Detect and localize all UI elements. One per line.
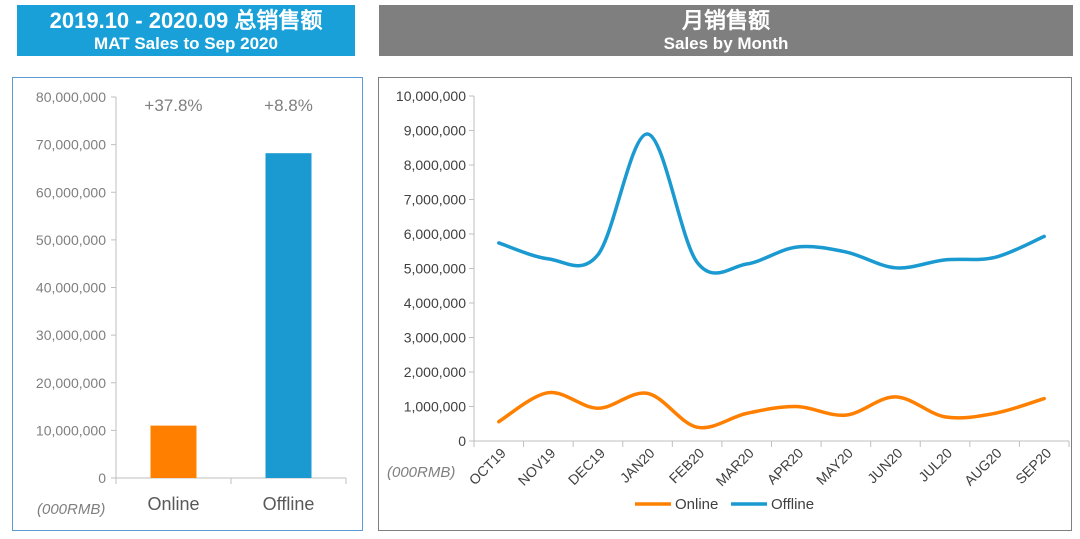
growth-annotation: +37.8% — [144, 96, 202, 115]
x-tick-label: FEB20 — [666, 445, 708, 487]
monthly-line-chart-panel: 0 1,000,000 2,000,000 3,000,000 4,000,000 5,0… — [378, 77, 1072, 531]
y-tick-label: 1,000,000 — [404, 399, 466, 415]
x-tick-label: Offline — [263, 494, 315, 514]
y-tick-label: 30,000,000 — [36, 327, 106, 343]
y-tick-label: 60,000,000 — [36, 184, 106, 200]
growth-annotation: +8.8% — [264, 96, 313, 115]
mat-sales-header: 2019.10 - 2020.09 总销售额 MAT Sales to Sep … — [17, 5, 355, 56]
y-tick-label: 70,000,000 — [36, 137, 106, 153]
x-tick-label: JUN20 — [864, 445, 906, 487]
bar-online — [150, 425, 197, 478]
x-tick-label: MAR20 — [713, 445, 757, 489]
bar-offline — [265, 153, 312, 478]
y-tick-label: 50,000,000 — [36, 232, 106, 248]
y-tick-label: 2,000,000 — [404, 364, 466, 380]
series-line-online — [497, 390, 1046, 430]
y-tick-label: 8,000,000 — [404, 157, 466, 173]
mat-bar-chart-panel: 0 10,000,000 20,000,000 30,000,000 40,000,00… — [12, 77, 363, 531]
y-tick-label: 0 — [98, 470, 106, 486]
x-tick-label: MAY20 — [813, 445, 856, 488]
x-tick-label: Online — [147, 494, 199, 514]
y-tick-label: 0 — [458, 433, 466, 449]
x-tick-label: OCT19 — [466, 445, 509, 488]
series-line-offline — [497, 132, 1046, 275]
monthly-line-chart: 0 1,000,000 2,000,000 3,000,000 4,000,000 5,0… — [387, 88, 1070, 513]
y-tick-label: 6,000,000 — [404, 226, 466, 242]
mat-sales-title: 2019.10 - 2020.09 总销售额 — [49, 8, 323, 33]
y-tick-label: 9,000,000 — [404, 123, 466, 139]
y-tick-label: 10,000,000 — [36, 422, 106, 438]
unit-label: (000RMB) — [387, 464, 455, 481]
y-tick-label: 7,000,000 — [404, 192, 466, 208]
x-tick-label: DEC19 — [565, 445, 608, 488]
x-tick-label: SEP20 — [1012, 445, 1054, 487]
monthly-sales-subtitle: Sales by Month — [663, 34, 789, 53]
y-tick-label: 3,000,000 — [404, 330, 466, 346]
mat-bar-chart: 0 10,000,000 20,000,000 30,000,000 40,000,00… — [36, 89, 347, 518]
unit-label: (000RMB) — [37, 501, 105, 518]
x-tick-label: NOV19 — [515, 445, 559, 489]
y-tick-label: 4,000,000 — [404, 295, 466, 311]
y-tick-label: 20,000,000 — [36, 375, 106, 391]
legend-label-online: Online — [675, 496, 718, 513]
x-tick-label: AUG20 — [961, 445, 1005, 489]
mat-sales-subtitle: MAT Sales to Sep 2020 — [94, 34, 278, 53]
y-tick-label: 80,000,000 — [36, 89, 106, 105]
x-tick-label: JAN20 — [617, 445, 658, 486]
y-tick-label: 40,000,000 — [36, 280, 106, 296]
legend-label-offline: Offline — [771, 496, 814, 513]
monthly-sales-header: 月销售额 Sales by Month — [379, 5, 1073, 56]
y-tick-label: 10,000,000 — [396, 88, 466, 104]
y-tick-label: 5,000,000 — [404, 261, 466, 277]
x-tick-label: JUL20 — [915, 445, 955, 485]
x-tick-label: APR20 — [764, 445, 807, 488]
monthly-sales-title: 月销售额 — [681, 8, 770, 33]
